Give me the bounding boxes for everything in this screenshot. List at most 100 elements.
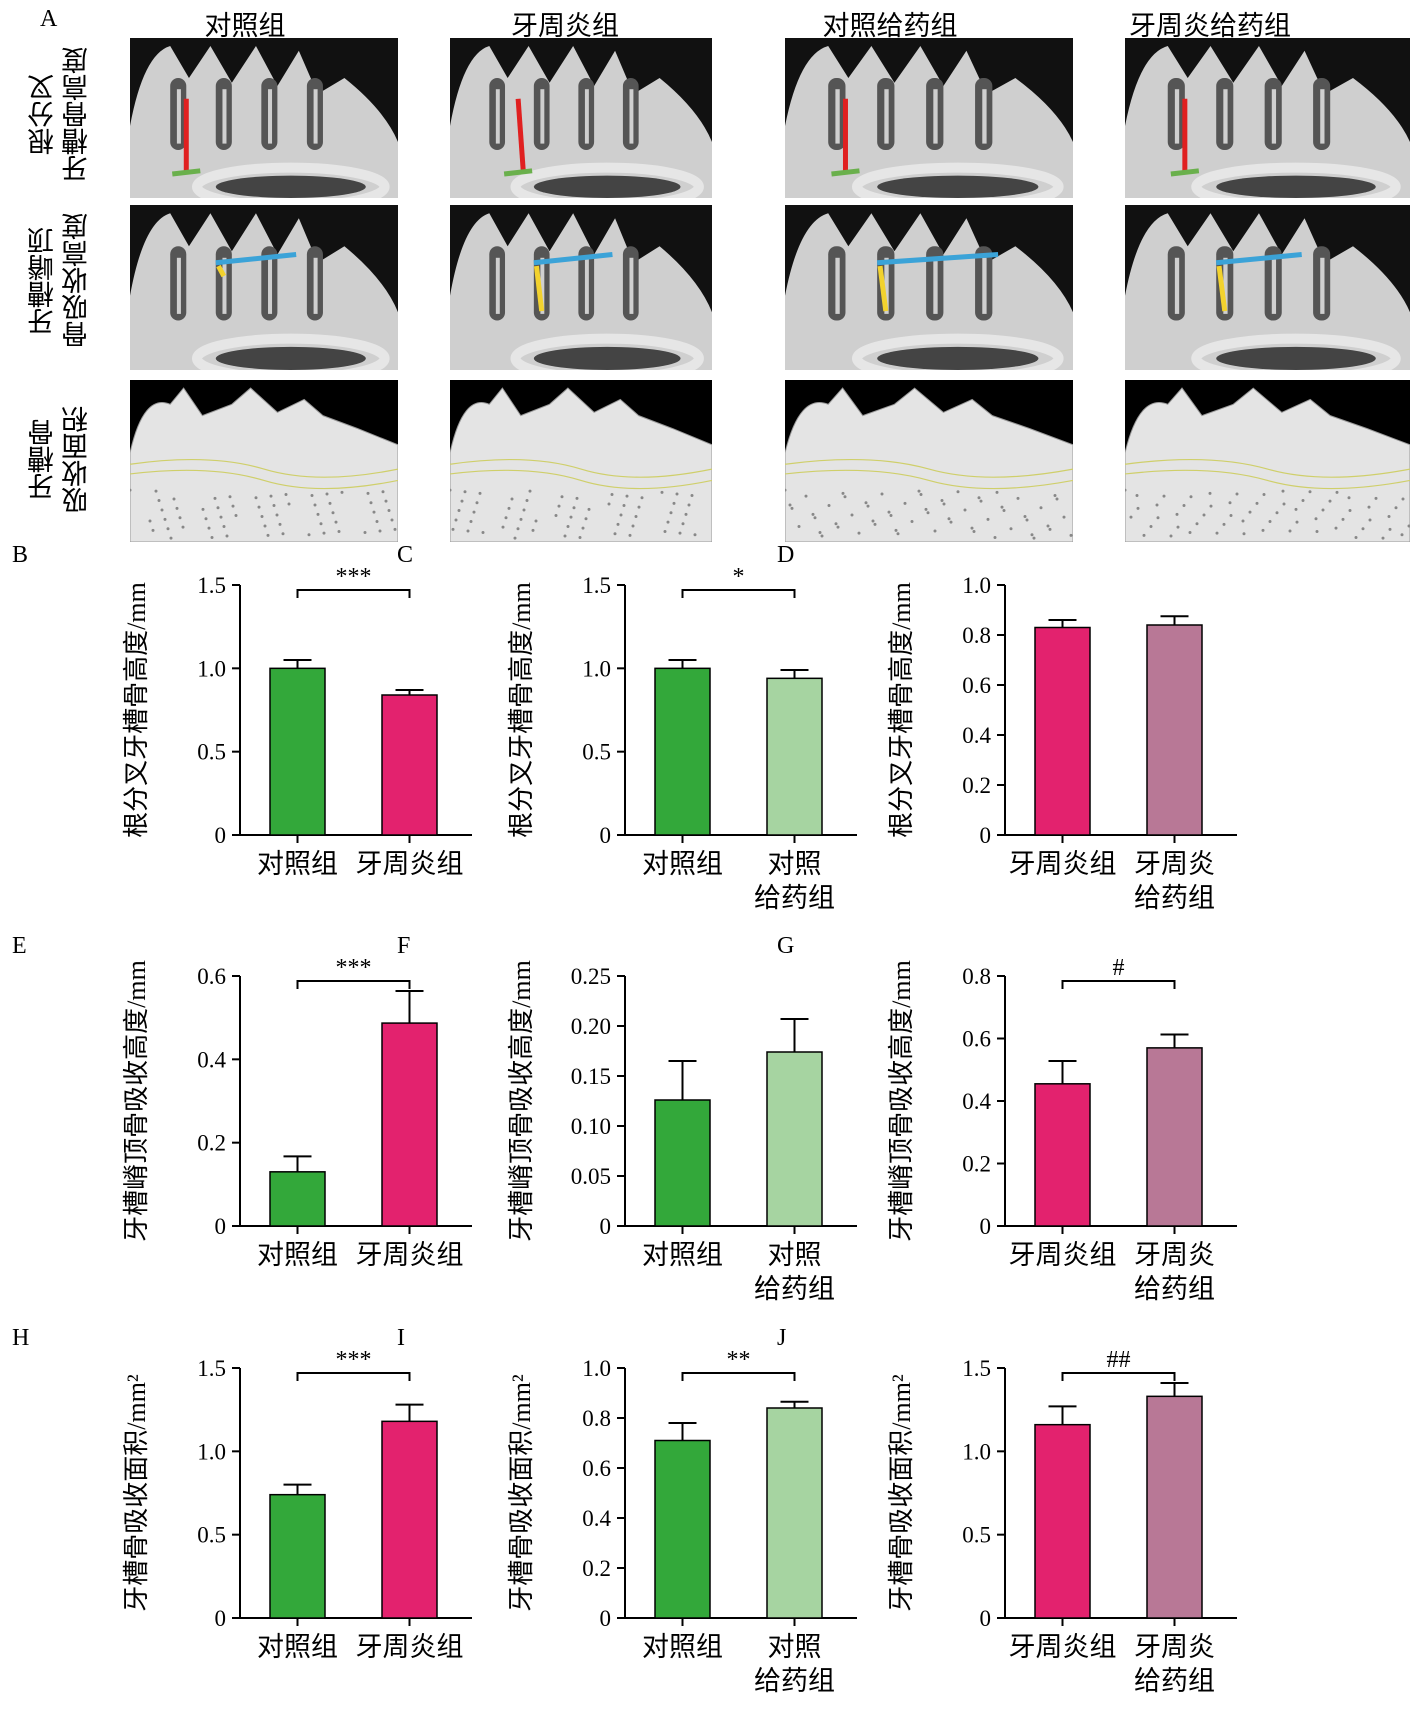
significance-bracket bbox=[681, 1372, 796, 1381]
y-tick-label: 0.6 bbox=[197, 964, 226, 989]
bar bbox=[381, 1022, 438, 1227]
x-category-label: 牙周炎 bbox=[1134, 849, 1215, 879]
x-category-label: 对照组 bbox=[257, 849, 338, 879]
y-tick-label: 0.15 bbox=[571, 1064, 611, 1089]
y-axis-label: 根分叉牙槽骨高度/mm bbox=[887, 582, 916, 838]
significance-bracket bbox=[296, 589, 411, 598]
bar bbox=[1034, 1423, 1091, 1619]
chart-G: G 牙槽嵴顶骨吸收高度/mm 0 0.2 0.4 0.6 0.8 牙周炎组 牙周炎给药组 # bbox=[777, 933, 1237, 1304]
crest-reference-marker bbox=[215, 252, 297, 266]
y-tick-label: 1.0 bbox=[962, 573, 991, 598]
y-tick-label: 0.8 bbox=[962, 964, 991, 989]
x-category-label: 对照 bbox=[768, 1240, 822, 1270]
y-tick-label: 0.8 bbox=[962, 623, 991, 648]
x-category-label: 牙周炎 bbox=[1134, 1632, 1215, 1662]
y-axis-label: 牙槽嵴顶骨吸收高度/mm bbox=[887, 960, 916, 1242]
image-area-periodontitis-drug bbox=[1125, 380, 1410, 542]
y-axis-label: 牙槽骨吸收面积/mm² bbox=[507, 1374, 536, 1612]
panel-letter-j: J bbox=[777, 1325, 786, 1351]
x-category-label: 牙周炎 bbox=[1134, 1240, 1215, 1270]
crest-resorption-marker bbox=[216, 264, 227, 278]
y-tick-label: 0.2 bbox=[962, 1152, 991, 1177]
y-tick-label: 1.5 bbox=[582, 573, 611, 598]
x-category-label: 牙周炎组 bbox=[1009, 1632, 1117, 1662]
y-tick-label: 1.5 bbox=[197, 1356, 226, 1381]
x-category-label: 牙周炎组 bbox=[356, 1632, 464, 1662]
image-furcation-control-drug bbox=[785, 38, 1073, 198]
image-crest-periodontitis-drug bbox=[1125, 205, 1410, 370]
significance-label: # bbox=[1113, 955, 1125, 981]
y-tick-label: 0.5 bbox=[197, 740, 226, 765]
y-tick-label: 1.5 bbox=[197, 573, 226, 598]
panel-letter-g: G bbox=[777, 933, 794, 959]
panel-letter-a: A bbox=[40, 6, 58, 32]
significance-label: ## bbox=[1107, 1347, 1131, 1373]
y-tick-label: 0 bbox=[600, 1606, 612, 1631]
column-title-periodontitis: 牙周炎组 bbox=[511, 11, 619, 41]
significance-bracket bbox=[296, 1372, 411, 1381]
y-tick-label: 0 bbox=[215, 823, 227, 848]
y-tick-label: 0.25 bbox=[571, 964, 611, 989]
chart-C: C 根分叉牙槽骨高度/mm 0 0.5 1.0 1.5 对照组 对照给药组 * bbox=[397, 542, 857, 913]
image-area-periodontitis bbox=[450, 380, 712, 542]
x-category-label: 对照组 bbox=[642, 1240, 723, 1270]
y-tick-label: 1.0 bbox=[582, 1356, 611, 1381]
y-tick-label: 0.8 bbox=[582, 1406, 611, 1431]
bar bbox=[1146, 1395, 1203, 1619]
bar bbox=[1146, 1047, 1203, 1227]
chart-H: H 牙槽骨吸收面积/mm² 0 0.5 1.0 1.5 对照组 牙周炎组 *** bbox=[12, 1325, 472, 1662]
y-tick-label: 0.2 bbox=[582, 1556, 611, 1581]
image-area-control-drug bbox=[785, 380, 1073, 542]
panel-letter-e: E bbox=[12, 933, 27, 959]
bar bbox=[766, 1051, 823, 1227]
significance-label: ** bbox=[727, 1347, 751, 1373]
x-category-label: 对照组 bbox=[257, 1240, 338, 1270]
x-category-label: 给药组 bbox=[754, 1274, 835, 1304]
significance-bracket bbox=[1061, 980, 1176, 989]
image-area-control bbox=[130, 380, 398, 542]
bar bbox=[1034, 626, 1091, 836]
column-title-control-drug: 对照给药组 bbox=[822, 11, 958, 41]
y-axis-label: 牙槽骨吸收面积/mm² bbox=[122, 1374, 151, 1612]
bar bbox=[1146, 624, 1203, 836]
y-tick-label: 0.10 bbox=[571, 1114, 611, 1139]
x-category-label: 牙周炎组 bbox=[356, 1240, 464, 1270]
chart-F: F 牙槽嵴顶骨吸收高度/mm 0 0.05 0.10 0.15 0.20 0.25 对照组 对照给… bbox=[397, 933, 857, 1304]
y-tick-label: 0.5 bbox=[962, 1523, 991, 1548]
x-category-label: 给药组 bbox=[1134, 883, 1215, 913]
significance-bracket bbox=[1061, 1372, 1176, 1381]
y-tick-label: 1.0 bbox=[962, 1439, 991, 1464]
image-furcation-control bbox=[130, 38, 398, 198]
x-category-label: 牙周炎组 bbox=[356, 849, 464, 879]
crest-reference-marker bbox=[533, 252, 613, 266]
y-tick-label: 0 bbox=[600, 823, 612, 848]
y-axis-label: 根分叉牙槽骨高度/mm bbox=[122, 582, 151, 838]
x-category-label: 对照 bbox=[768, 1632, 822, 1662]
y-tick-label: 0 bbox=[980, 1606, 992, 1631]
row-label-resorption-area: 牙槽骨 吸收面积 bbox=[28, 406, 92, 514]
image-furcation-periodontitis-drug bbox=[1125, 38, 1410, 198]
bar bbox=[654, 1439, 711, 1619]
y-tick-label: 0.5 bbox=[197, 1523, 226, 1548]
y-tick-label: 0.20 bbox=[571, 1014, 611, 1039]
y-axis-label: 根分叉牙槽骨高度/mm bbox=[507, 582, 536, 838]
y-tick-label: 0 bbox=[980, 1214, 992, 1239]
row-label-crest-resorption-height: 牙槽嵴顶 骨吸收高度 bbox=[28, 213, 92, 349]
column-title-control: 对照组 bbox=[204, 11, 286, 41]
bar bbox=[654, 1099, 711, 1227]
bar bbox=[381, 1420, 438, 1619]
x-category-label: 对照 bbox=[768, 849, 822, 879]
x-category-label: 对照组 bbox=[642, 1632, 723, 1662]
image-crest-control-drug bbox=[785, 205, 1073, 370]
column-title-periodontitis-drug: 牙周炎给药组 bbox=[1129, 11, 1291, 41]
y-tick-label: 0 bbox=[980, 823, 992, 848]
panel-letter-f: F bbox=[397, 933, 410, 959]
y-tick-label: 0.4 bbox=[582, 1506, 611, 1531]
crest-resorption-marker bbox=[1216, 265, 1228, 312]
chart-E: E 牙槽嵴顶骨吸收高度/mm 0 0.2 0.4 0.6 对照组 牙周炎组 *** bbox=[12, 933, 472, 1270]
row-label-furcation-height: 根分叉 牙槽骨高度 bbox=[28, 47, 92, 183]
y-tick-label: 0.4 bbox=[197, 1047, 226, 1072]
y-axis-label: 牙槽嵴顶骨吸收高度/mm bbox=[122, 960, 151, 1242]
y-tick-label: 0 bbox=[215, 1606, 227, 1631]
bar bbox=[1034, 1083, 1091, 1227]
